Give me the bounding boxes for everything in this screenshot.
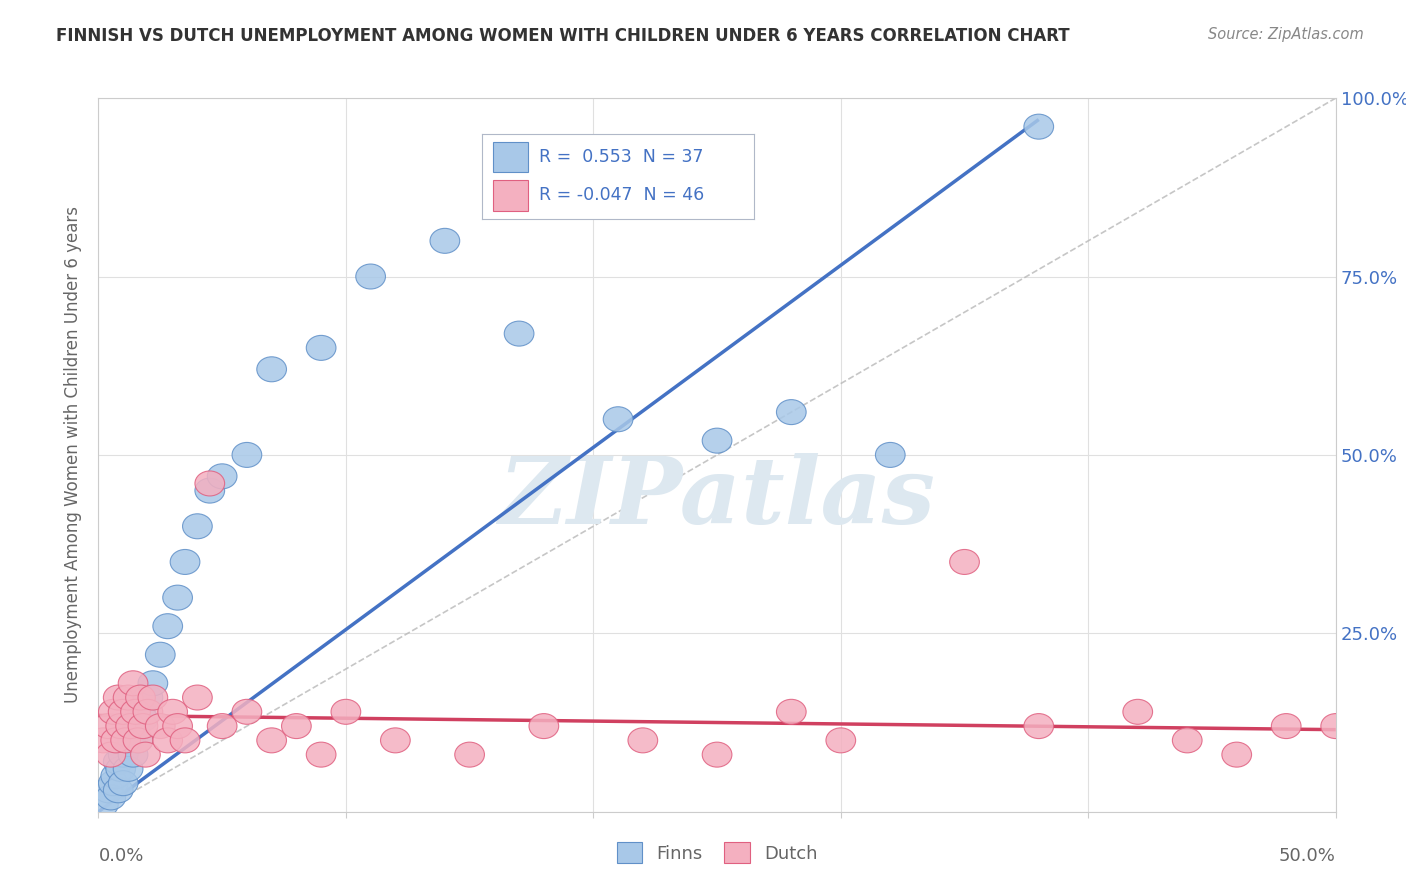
Ellipse shape (104, 685, 134, 710)
Ellipse shape (307, 742, 336, 767)
Ellipse shape (134, 699, 163, 724)
Ellipse shape (105, 756, 135, 781)
Ellipse shape (93, 714, 124, 739)
Ellipse shape (195, 478, 225, 503)
Ellipse shape (131, 742, 160, 767)
Ellipse shape (529, 714, 558, 739)
Ellipse shape (505, 321, 534, 346)
Ellipse shape (153, 614, 183, 639)
Ellipse shape (281, 714, 311, 739)
Ellipse shape (330, 699, 361, 724)
Ellipse shape (114, 685, 143, 710)
Ellipse shape (1320, 714, 1351, 739)
Ellipse shape (111, 728, 141, 753)
Ellipse shape (776, 400, 806, 425)
Ellipse shape (257, 728, 287, 753)
Bar (494, 180, 529, 211)
Ellipse shape (1222, 742, 1251, 767)
Ellipse shape (232, 442, 262, 467)
Ellipse shape (118, 742, 148, 767)
Ellipse shape (138, 685, 167, 710)
Ellipse shape (101, 728, 131, 753)
Ellipse shape (115, 714, 145, 739)
Ellipse shape (115, 728, 145, 753)
Ellipse shape (949, 549, 980, 574)
Ellipse shape (163, 714, 193, 739)
Ellipse shape (307, 335, 336, 360)
Ellipse shape (128, 714, 157, 739)
Ellipse shape (114, 756, 143, 781)
Ellipse shape (1024, 114, 1053, 139)
Text: ZIPatlas: ZIPatlas (499, 453, 935, 542)
Ellipse shape (124, 728, 153, 753)
Ellipse shape (124, 728, 153, 753)
Ellipse shape (825, 728, 856, 753)
Ellipse shape (105, 714, 135, 739)
Ellipse shape (153, 728, 183, 753)
Ellipse shape (121, 699, 150, 724)
Ellipse shape (232, 699, 262, 724)
Ellipse shape (454, 742, 485, 767)
Ellipse shape (93, 778, 124, 803)
Text: 50.0%: 50.0% (1279, 847, 1336, 865)
Ellipse shape (101, 764, 131, 789)
Ellipse shape (628, 728, 658, 753)
Ellipse shape (98, 699, 128, 724)
Ellipse shape (118, 671, 148, 696)
Ellipse shape (702, 428, 733, 453)
Ellipse shape (207, 714, 238, 739)
Ellipse shape (1173, 728, 1202, 753)
Ellipse shape (89, 792, 118, 817)
Ellipse shape (257, 357, 287, 382)
Ellipse shape (145, 642, 176, 667)
Ellipse shape (702, 742, 733, 767)
Text: Source: ZipAtlas.com: Source: ZipAtlas.com (1208, 27, 1364, 42)
Ellipse shape (96, 742, 125, 767)
Ellipse shape (108, 771, 138, 796)
Ellipse shape (1271, 714, 1301, 739)
Ellipse shape (121, 714, 150, 739)
Ellipse shape (603, 407, 633, 432)
Legend: Finns, Dutch: Finns, Dutch (609, 835, 825, 871)
Ellipse shape (125, 685, 155, 710)
Ellipse shape (1123, 699, 1153, 724)
Ellipse shape (381, 728, 411, 753)
Text: R =  0.553  N = 37: R = 0.553 N = 37 (538, 148, 703, 166)
Ellipse shape (207, 464, 238, 489)
Ellipse shape (125, 699, 155, 724)
Ellipse shape (1024, 714, 1053, 739)
Ellipse shape (356, 264, 385, 289)
Ellipse shape (104, 749, 134, 774)
Ellipse shape (89, 728, 118, 753)
Ellipse shape (157, 699, 187, 724)
Ellipse shape (195, 471, 225, 496)
Text: FINNISH VS DUTCH UNEMPLOYMENT AMONG WOMEN WITH CHILDREN UNDER 6 YEARS CORRELATIO: FINNISH VS DUTCH UNEMPLOYMENT AMONG WOME… (56, 27, 1070, 45)
Ellipse shape (96, 785, 125, 810)
Ellipse shape (163, 585, 193, 610)
Ellipse shape (876, 442, 905, 467)
Y-axis label: Unemployment Among Women with Children Under 6 years: Unemployment Among Women with Children U… (65, 206, 83, 704)
Text: 0.0%: 0.0% (98, 847, 143, 865)
Ellipse shape (183, 685, 212, 710)
Ellipse shape (183, 514, 212, 539)
Ellipse shape (430, 228, 460, 253)
Ellipse shape (138, 671, 167, 696)
Ellipse shape (104, 778, 134, 803)
Ellipse shape (108, 699, 138, 724)
Ellipse shape (776, 699, 806, 724)
Ellipse shape (145, 714, 176, 739)
Ellipse shape (98, 771, 128, 796)
Ellipse shape (128, 706, 157, 731)
Ellipse shape (108, 742, 138, 767)
Bar (494, 142, 529, 172)
Text: R = -0.047  N = 46: R = -0.047 N = 46 (538, 186, 704, 204)
Ellipse shape (170, 728, 200, 753)
Ellipse shape (134, 685, 163, 710)
Ellipse shape (170, 549, 200, 574)
